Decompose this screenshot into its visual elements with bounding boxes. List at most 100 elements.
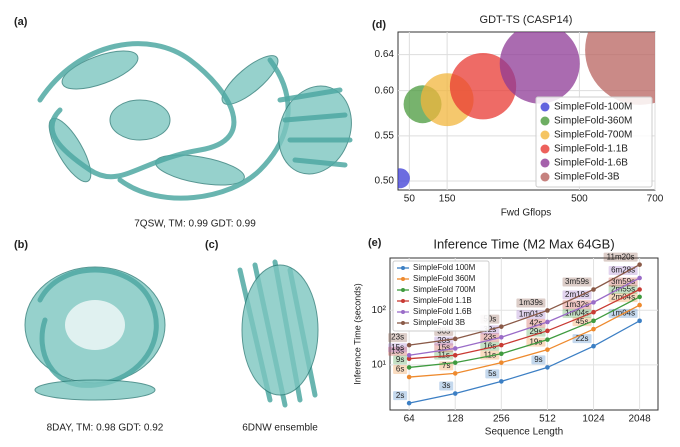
chart-e: 10¹ 10² 64 128 256 512 1024 2048 2s 3s 5s 9s 22s 1m04…	[372, 252, 659, 425]
bubbles	[398, 32, 655, 189]
marker	[452, 391, 458, 396]
value-label: 2m55s	[611, 285, 635, 294]
value-label-bg	[608, 277, 638, 287]
marker	[591, 343, 596, 349]
marker	[406, 374, 412, 380]
marker	[406, 400, 412, 406]
y-tick-label: 0.50	[375, 176, 395, 187]
legend-label: SimpleFold-3B	[554, 172, 620, 183]
marker	[545, 337, 550, 342]
caption: 6DNW ensemble	[242, 423, 318, 434]
legend-label: SimpleFold 3B	[413, 318, 465, 327]
chart-title: GDT-TS (CASP14)	[480, 14, 573, 26]
series-line	[409, 304, 640, 378]
value-label-bg	[608, 284, 638, 294]
marker	[499, 334, 504, 340]
marker	[406, 356, 412, 361]
marker	[545, 308, 550, 313]
value-label: 11s	[484, 350, 496, 359]
value-label-bg	[485, 369, 500, 379]
value-label: 50s	[483, 314, 496, 323]
x-tick-label: 512	[539, 414, 556, 425]
chart-d: 0.50 0.55 0.60 0.64 50 150 500 700 SimpleFold-10…	[375, 31, 664, 205]
legend-label: SimpleFold 1.1B	[413, 296, 472, 305]
legend-marker	[540, 116, 550, 126]
legend-marker	[540, 130, 550, 140]
value-label: 29s	[529, 327, 542, 336]
value-label-bg	[439, 381, 454, 391]
marker	[499, 360, 504, 365]
value-label-bg	[608, 265, 638, 275]
value-label-bg	[434, 350, 454, 360]
value-label: 2s	[396, 391, 404, 400]
marker	[452, 371, 458, 376]
value-label-bg	[516, 309, 546, 319]
value-label-bg	[531, 355, 546, 365]
legend-label: SimpleFold-360M	[554, 116, 632, 127]
value-label: 1m01s	[519, 310, 543, 319]
legend-marker	[540, 172, 550, 182]
legend-label: SimpleFold 360M	[413, 274, 476, 283]
legend-marker	[401, 299, 405, 303]
marker	[637, 275, 642, 281]
caption: 7QSW, TM: 0.99 GDT: 0.99	[134, 219, 256, 230]
legend-marker	[401, 277, 405, 281]
value-label-bg	[562, 290, 592, 300]
chart-title: Inference Time (M2 Max 64GB)	[433, 236, 614, 251]
value-label: 7s	[442, 361, 450, 370]
marker	[637, 318, 642, 324]
value-label-bg	[526, 327, 546, 337]
panel-label: (e)	[368, 237, 382, 249]
x-tick-label: 2048	[628, 414, 651, 425]
legend-label: SimpleFold-1.6B	[554, 158, 628, 169]
value-label: 22s	[576, 334, 589, 343]
marker	[406, 365, 412, 370]
marker	[499, 324, 504, 329]
value-label-bg	[388, 333, 408, 343]
value-label-bg	[388, 346, 408, 356]
value-label: 6s	[396, 365, 404, 374]
y-tick-label: 10¹	[372, 360, 387, 371]
x-tick-label: 700	[647, 194, 664, 205]
series-line	[409, 264, 640, 346]
value-label: 9s	[396, 355, 404, 364]
x-tick-label: 128	[447, 414, 464, 425]
protein-b	[24, 266, 166, 401]
y-axis-label: Inference Time (seconds)	[352, 283, 362, 385]
marker	[637, 294, 642, 300]
y-tick-label: 10²	[372, 305, 387, 316]
panel-label: (d)	[372, 19, 386, 31]
value-label: 15s	[391, 343, 404, 352]
plot-area	[389, 257, 659, 411]
value-label-bg	[393, 355, 408, 365]
value-label: 3s	[442, 381, 450, 390]
legend-label: SimpleFold-100M	[554, 102, 632, 113]
legend-marker	[401, 321, 405, 325]
protein-c	[237, 259, 319, 408]
marker	[545, 365, 550, 370]
value-label-bg	[562, 277, 592, 287]
value-label: 5s	[488, 369, 496, 378]
panel-label: (a)	[14, 16, 28, 28]
marker	[637, 302, 642, 308]
value-label: 11s	[438, 350, 450, 359]
marker	[545, 319, 550, 325]
bubble	[398, 168, 410, 189]
x-tick-label: 1024	[582, 414, 605, 425]
marker	[637, 287, 642, 292]
legend-marker	[540, 102, 550, 112]
legend-box	[392, 260, 490, 332]
legend-marker	[540, 144, 550, 154]
value-label: 6m28s	[611, 266, 635, 275]
legend-label: SimpleFold 100M	[413, 263, 476, 272]
marker	[499, 379, 504, 384]
x-tick-label: 256	[493, 414, 510, 425]
legend-marker	[401, 266, 405, 270]
marker	[545, 347, 550, 352]
value-label: 3m59s	[565, 277, 589, 286]
value-label: 13s	[391, 346, 404, 355]
bubble	[449, 53, 517, 120]
marker	[406, 352, 412, 358]
marker	[545, 328, 550, 334]
legend-marker	[401, 288, 405, 292]
